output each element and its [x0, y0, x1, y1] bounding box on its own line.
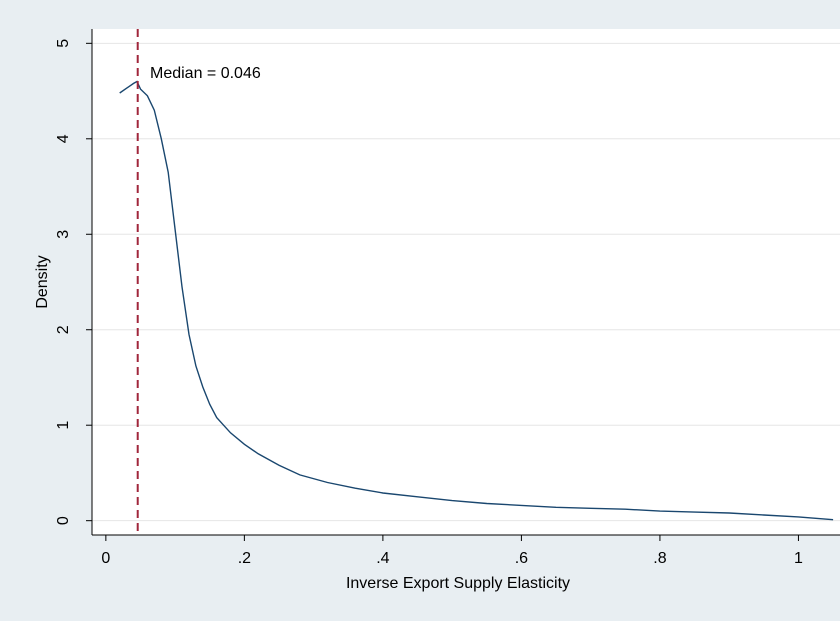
y-tick-label: 3: [55, 230, 72, 239]
x-axis-label: Inverse Export Supply Elasticity: [346, 575, 570, 592]
x-tick-label: .6: [515, 550, 528, 567]
y-tick-label: 1: [55, 421, 72, 430]
grid-layer: [92, 42, 840, 522]
y-tick-label: 2: [55, 325, 72, 334]
median-annotation: Median = 0.046: [150, 65, 261, 82]
y-axis-label: Density: [34, 255, 51, 308]
plot-background: [92, 29, 840, 535]
x-tick-label: 0: [101, 550, 110, 567]
series-layer: [119, 80, 834, 521]
y-tick-label: 0: [55, 516, 72, 525]
x-tick-label: .4: [376, 550, 389, 567]
y-tick-label: 5: [55, 39, 72, 48]
x-tick-label: .8: [653, 550, 666, 567]
x-tick-label: .2: [238, 550, 251, 567]
density-curve: [119, 80, 834, 521]
x-tick-label: 1: [794, 550, 803, 567]
y-tick-label: 4: [55, 134, 72, 143]
tick-layer: 0 1 2 3 4 5 0 .2 .4 .6 .8 1: [55, 39, 803, 567]
